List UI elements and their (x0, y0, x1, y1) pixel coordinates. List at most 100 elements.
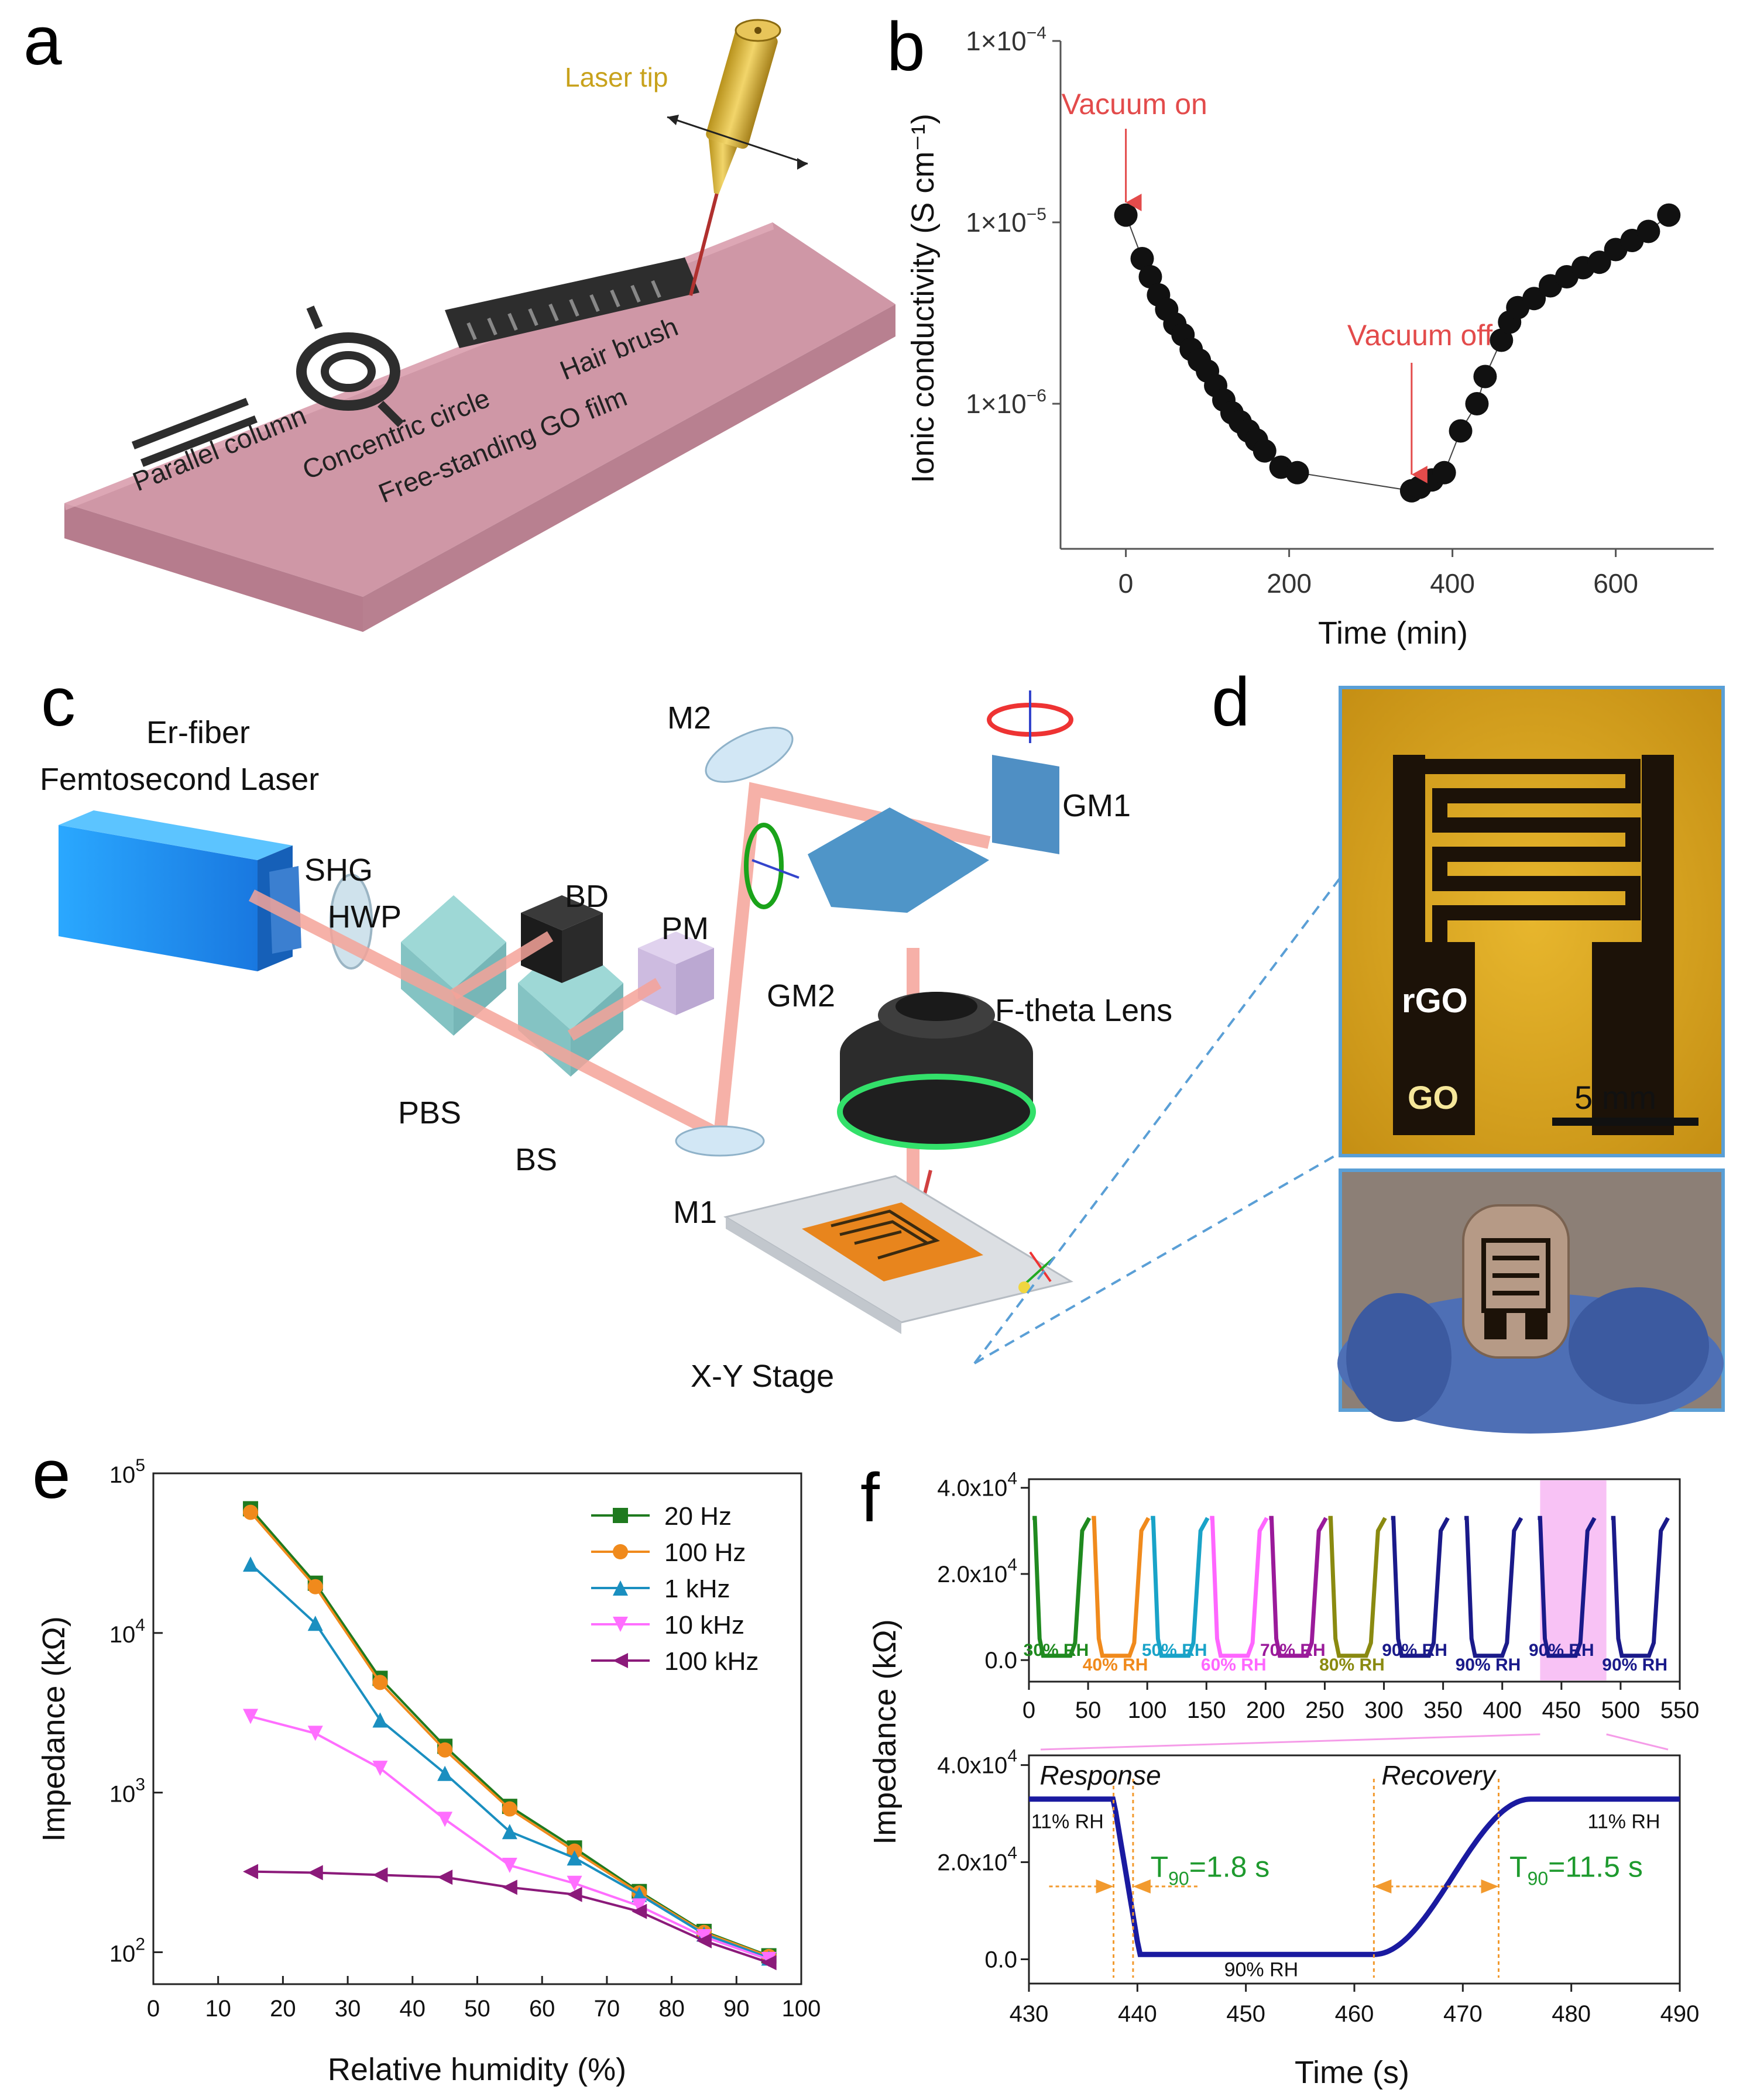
label-laser-tip: Laser tip (565, 62, 668, 92)
e-data-point (696, 1929, 712, 1944)
f-bottom-rh-low: 90% RH (1224, 1959, 1299, 1981)
panel-a: a (23, 2, 895, 632)
b-data-point (1490, 328, 1514, 352)
f-bottom-y-tick-label: 2.0x104 (937, 1844, 1017, 1876)
f-top-x-tick-label: 400 (1483, 1697, 1522, 1723)
e-y-tick-label: 103 (109, 1775, 145, 1807)
e-legend-marker (613, 1653, 628, 1668)
e-data-point (502, 1801, 517, 1817)
laser-tip-illustration (667, 19, 808, 296)
e-x-tick-label: 30 (335, 1996, 361, 2022)
hair-brush-pattern (445, 257, 699, 348)
e-legend-marker (613, 1617, 628, 1632)
f-top-rh-label: 80% RH (1319, 1655, 1385, 1675)
f-bottom-x-tick-label: 490 (1660, 2001, 1700, 2027)
f-top-x-tick-label: 150 (1187, 1697, 1226, 1723)
f-bottom-x-tick-label: 450 (1226, 2001, 1265, 2027)
b-data-point (1587, 250, 1611, 274)
e-legend-label: 100 Hz (664, 1538, 746, 1567)
e-data-point (632, 1898, 647, 1914)
f-top-rh-label: 40% RH (1083, 1655, 1148, 1675)
f-bottom-x-tick-label: 470 (1443, 2001, 1483, 2027)
panel-label-a: a (23, 2, 62, 80)
concentric-circle-pattern (296, 305, 404, 427)
e-data-point (243, 1556, 259, 1572)
f-top-y-tick-label: 0.0 (984, 1648, 1017, 1673)
e-data-point (502, 1879, 517, 1895)
f-x-axis-label: Time (s) (1295, 2055, 1409, 2090)
e-data-point (243, 1864, 259, 1879)
f-bottom-response-t90: T90=1.8 s (1151, 1850, 1270, 1889)
e-data-point (632, 1903, 647, 1919)
f-bottom-response-curve (1029, 1796, 1680, 1957)
e-x-tick-label: 100 (782, 1996, 821, 2022)
b-annotation-vacuum-on: Vacuum on (1062, 88, 1207, 121)
e-data-point (307, 1579, 323, 1594)
f-top-x-tick-label: 450 (1542, 1697, 1581, 1723)
f-zoom-connector-left (1040, 1733, 1540, 1751)
f-bottom-y-tick-label: 4.0x104 (937, 1747, 1017, 1779)
b-data-point (1465, 392, 1489, 415)
f-bottom-y-tick-label: 0.0 (984, 1947, 1017, 1973)
f-bottom-rh-high-right: 11% RH (1587, 1810, 1660, 1833)
panel-label-b: b (887, 8, 925, 85)
f-top-cycle-curve (1092, 1515, 1151, 1658)
e-legend-marker (613, 1508, 628, 1523)
panel-d: d rGO GO 5 mm (1212, 664, 1725, 1434)
label-bd: BD (565, 879, 609, 914)
b-data-point (1522, 287, 1546, 311)
e-data-point (437, 1742, 453, 1758)
e-legend-marker (613, 1580, 628, 1596)
f-top-rh-label: 90% RH (1529, 1641, 1594, 1660)
e-legend-marker (613, 1544, 628, 1559)
f-top-rh-label: 90% RH (1382, 1641, 1447, 1660)
femtosecond-laser-illustration (59, 690, 1341, 1365)
e-y-tick-label: 105 (109, 1456, 145, 1488)
e-x-tick-label: 0 (147, 1996, 160, 2022)
label-go: GO (1408, 1079, 1459, 1116)
e-legend-label: 1 kHz (664, 1575, 730, 1603)
e-data-point (567, 1886, 582, 1902)
f-top-x-tick-label: 200 (1246, 1697, 1285, 1723)
e-data-point (372, 1761, 388, 1776)
f-bottom-x-tick-label: 430 (1010, 2001, 1049, 2027)
e-data-point (307, 1726, 323, 1741)
go-film-illustration (64, 222, 895, 632)
label-m1: M1 (673, 1195, 717, 1230)
parallel-column-pattern (132, 398, 258, 467)
e-data-point (243, 1504, 259, 1520)
glove-hand-illustration (1337, 1287, 1724, 1434)
f-top-x-tick-label: 250 (1305, 1697, 1344, 1723)
b-annotation-vacuum-off: Vacuum off (1347, 319, 1492, 352)
f-top-y-tick-label: 2.0x104 (937, 1555, 1017, 1587)
e-x-axis-label: Relative humidity (%) (328, 2052, 626, 2087)
f-top-rh-label: 90% RH (1602, 1655, 1667, 1675)
e-series-20-hz (243, 1501, 777, 1964)
f-bottom-rh-high-left: 11% RH (1031, 1810, 1104, 1833)
f-bottom-x-tick-label: 440 (1118, 2001, 1157, 2027)
panel-c: c Er-fiber Femtosecond Laser (40, 664, 1341, 1394)
b-data-point (1130, 247, 1154, 270)
panel-label-e: e (32, 1436, 71, 1513)
e-data-point (372, 1675, 388, 1690)
b-x-tick-label: 400 (1430, 568, 1475, 599)
panel-label-c: c (41, 664, 76, 741)
e-x-tick-label: 80 (658, 1996, 685, 2022)
f-top-x-tick-label: 300 (1364, 1697, 1404, 1723)
f-top-highlight-window (1540, 1480, 1607, 1680)
label-femtosecond-laser: Femtosecond Laser (40, 762, 319, 797)
label-f-theta-lens: F-theta Lens (995, 993, 1172, 1028)
b-y-tick-label: 1×10−6 (966, 386, 1046, 419)
flexible-film-rolled (1462, 1204, 1570, 1359)
panel-label-f: f (860, 1459, 880, 1537)
f-top-cycle-curve (1464, 1515, 1523, 1658)
flexible-electrode (1481, 1238, 1550, 1339)
e-y-tick-label: 102 (109, 1934, 145, 1967)
f-top-cycle-curve (1328, 1515, 1387, 1658)
f-y-axis-label: Impedance (kΩ) (867, 1619, 903, 1845)
rgo-serpentine (1425, 759, 1641, 942)
e-data-point (696, 1933, 712, 1948)
f-top-y-tick-label: 4.0x104 (937, 1469, 1017, 1501)
e-legend-label: 100 kHz (664, 1647, 759, 1676)
